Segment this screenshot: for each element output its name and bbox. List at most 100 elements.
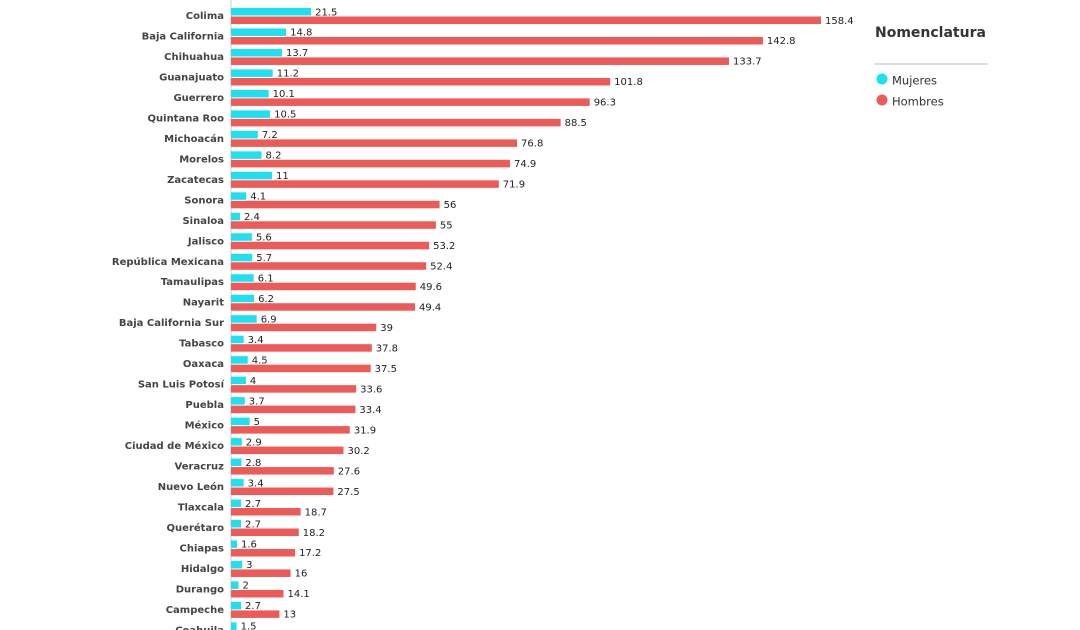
- value-label: 27.5: [337, 487, 359, 498]
- bar: [231, 282, 416, 291]
- bar: [231, 528, 299, 536]
- value-label: 71.9: [503, 180, 525, 191]
- category-label: Veracruz: [175, 462, 225, 473]
- category-label: Tamaulipas: [161, 277, 224, 288]
- bar: [231, 548, 296, 557]
- value-label: 37.8: [376, 343, 398, 354]
- bar: [231, 253, 253, 262]
- bar: [231, 118, 561, 127]
- bar: [231, 89, 269, 98]
- category-label: Morelos: [179, 154, 224, 165]
- value-label: 14.1: [288, 589, 310, 600]
- bar: [231, 426, 350, 434]
- value-label: 33.4: [359, 405, 381, 416]
- value-label: 31.9: [354, 425, 376, 436]
- value-label: 2.9: [246, 437, 262, 448]
- value-label: 4: [250, 376, 256, 387]
- value-label: 2: [242, 581, 248, 592]
- bar: [231, 499, 242, 508]
- bar: [231, 36, 763, 45]
- legend-label: Hombres: [892, 95, 944, 109]
- value-label: 21.5: [315, 7, 337, 18]
- bar: [231, 589, 284, 598]
- category-label: Jalisco: [187, 236, 224, 247]
- bar: [231, 151, 262, 159]
- bar: [231, 335, 244, 344]
- bar: [231, 458, 242, 467]
- bar: [231, 520, 242, 528]
- value-label: 2.8: [245, 458, 261, 469]
- value-label: 6.9: [261, 314, 277, 325]
- bar: [231, 241, 430, 250]
- bar: [231, 622, 237, 630]
- bar: [231, 212, 240, 221]
- value-label: 37.5: [375, 364, 397, 375]
- category-label: Nuevo León: [158, 481, 224, 493]
- value-label: 8.2: [266, 151, 282, 162]
- value-label: 16: [295, 569, 308, 580]
- value-label: 5: [254, 417, 260, 428]
- value-label: 13: [283, 610, 296, 621]
- value-label: 2.7: [245, 519, 261, 530]
- value-label: 133.7: [733, 57, 762, 68]
- value-label: 6.1: [258, 273, 274, 284]
- value-label: 1.5: [241, 622, 257, 630]
- bar: [231, 159, 510, 168]
- category-label: México: [185, 420, 225, 432]
- bar: [231, 130, 258, 139]
- value-label: 10.5: [274, 110, 296, 121]
- value-label: 3.4: [248, 478, 264, 489]
- bar: [231, 508, 301, 516]
- bar: [231, 479, 244, 487]
- bar: [231, 581, 239, 589]
- category-label: Ciudad de México: [125, 440, 224, 452]
- value-label: 49.4: [419, 302, 441, 313]
- category-label: Puebla: [185, 400, 224, 411]
- category-label: Guanajuato: [159, 72, 224, 83]
- value-label: 27.6: [338, 466, 360, 477]
- value-label: 49.6: [420, 282, 442, 293]
- category-label: Nayarit: [183, 298, 224, 309]
- bar: [231, 98, 590, 106]
- value-label: 5.6: [256, 233, 272, 244]
- category-label: Sonora: [184, 195, 224, 206]
- category-label: Quintana Roo: [148, 113, 225, 124]
- category-label: Michoacán: [164, 133, 224, 145]
- bar: [231, 139, 518, 147]
- category-label: Colima: [186, 11, 224, 22]
- legend-marker: [876, 94, 888, 106]
- value-label: 96.3: [594, 98, 616, 109]
- bar: [231, 57, 729, 65]
- category-label: Oaxaca: [183, 359, 224, 370]
- bar: [231, 364, 371, 373]
- value-label: 2.7: [245, 499, 261, 510]
- value-label: 11.2: [277, 69, 299, 80]
- value-label: 101.8: [614, 77, 643, 88]
- value-label: 76.8: [521, 139, 543, 150]
- value-label: 7.2: [262, 130, 278, 141]
- value-label: 3: [246, 560, 252, 571]
- bar: [231, 397, 245, 405]
- value-label: 18.2: [303, 528, 325, 539]
- value-label: 18.7: [305, 507, 327, 518]
- category-label: Chihuahua: [164, 52, 224, 63]
- value-label: 2.4: [244, 212, 260, 223]
- category-label: San Luis Potosí: [138, 379, 225, 391]
- category-label: Campeche: [166, 605, 224, 616]
- value-label: 4.1: [250, 192, 266, 203]
- bar: [231, 294, 255, 303]
- category-label: Baja California: [142, 31, 224, 42]
- value-label: 33.6: [360, 384, 382, 395]
- value-label: 4.5: [252, 355, 268, 366]
- category-label: Guerrero: [173, 93, 224, 104]
- value-label: 2.7: [245, 601, 261, 612]
- bar: [231, 110, 271, 118]
- value-label: 3.7: [249, 396, 265, 407]
- legend-label: Mujeres: [892, 74, 937, 88]
- value-label: 158.4: [825, 16, 854, 27]
- bar: [231, 344, 372, 352]
- category-label: República Mexicana: [112, 256, 224, 268]
- bar: [231, 323, 377, 332]
- bar: [231, 28, 287, 36]
